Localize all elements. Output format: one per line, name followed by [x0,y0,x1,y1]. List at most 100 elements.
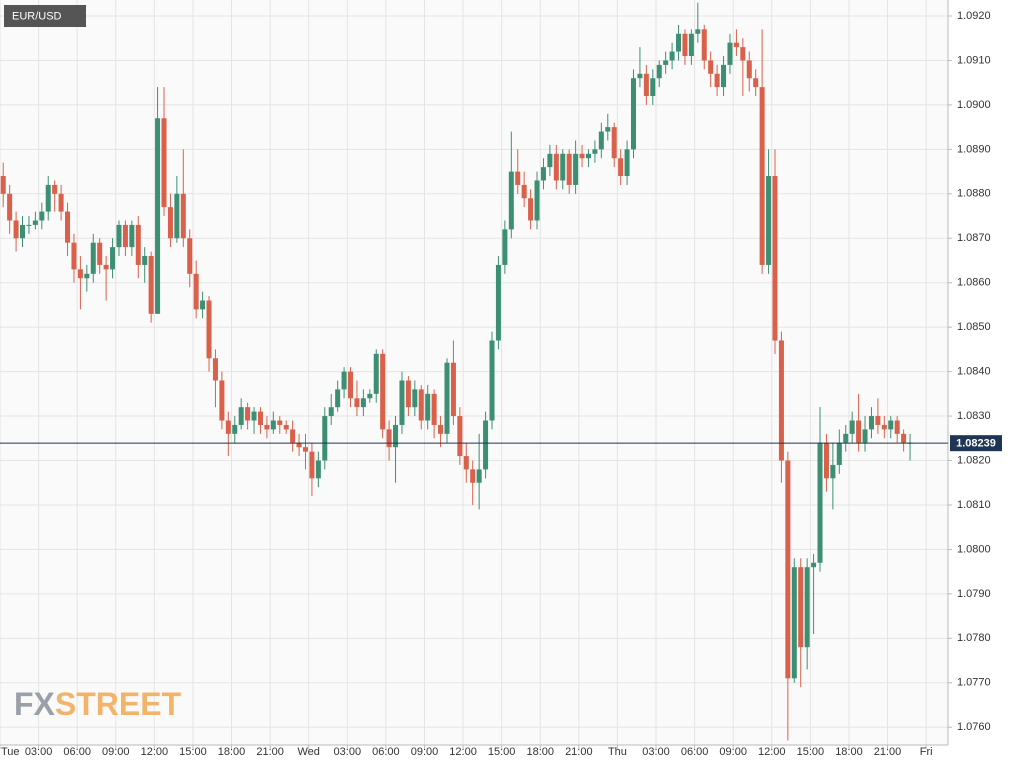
candle-body [868,416,874,430]
y-tick-label: 1.0760 [957,721,991,733]
candle-body [817,442,823,563]
x-tick-label: 09:00 [102,746,130,758]
candle-body [148,256,154,314]
candle-body [418,389,424,421]
y-tick-label: 1.0800 [957,543,991,555]
candle-body [283,424,289,430]
x-tick-label: 15:00 [488,746,516,758]
candle-body [444,362,450,434]
candle-body [26,224,32,226]
candle-body [483,420,489,470]
candle-body [463,456,469,470]
x-tick-label: 12:00 [449,746,477,758]
candle-body [380,353,386,430]
y-tick-label: 1.0860 [957,277,991,289]
x-tick-label: 18:00 [218,746,246,758]
y-tick-label: 1.0770 [957,677,991,689]
candle-body [643,73,649,97]
candle-body [13,220,19,239]
candle-body [354,398,360,408]
current-price-label: 1.08239 [956,438,996,450]
candle-body [52,184,58,194]
candle-body [515,171,521,185]
x-tick-label: 03:00 [25,746,53,758]
candle-body [894,420,900,434]
candle-body [630,78,637,150]
candle-body [438,424,444,434]
x-tick-label: Tue [1,746,20,758]
x-tick-label: 09:00 [411,746,439,758]
candle-body [277,420,283,425]
candle-body [778,340,784,461]
candle-body [676,33,682,52]
candle-body [45,184,51,212]
candle-body [328,407,334,417]
candle-body [193,273,199,310]
x-tick-label: 06:00 [63,746,91,758]
watermark-street: STREET [55,686,182,722]
x-tick-label: Thu [608,746,627,758]
y-tick-label: 1.0780 [957,632,991,644]
candle-body [225,420,231,434]
candle-body [122,224,128,248]
candle-body [650,78,656,97]
x-tick-label: 15:00 [179,746,207,758]
x-tick-label: 12:00 [758,746,786,758]
candle-body [688,33,694,57]
candle-body [862,429,868,443]
candle-body [399,380,405,425]
y-tick-label: 1.0910 [957,54,991,66]
candle-body [766,176,772,265]
candle-body [71,242,77,270]
candle-body [470,469,476,483]
candle-body [637,73,643,79]
candle-body [335,389,341,408]
candle-body [476,469,482,483]
y-tick-label: 1.0840 [957,366,991,378]
candle-body [251,411,257,421]
candle-body [457,416,463,457]
candle-body [733,42,739,48]
x-tick-label: 03:00 [642,746,670,758]
candle-body [740,47,746,61]
candle-body [129,224,135,248]
candle-body [598,131,604,150]
x-tick-label: 09:00 [719,746,747,758]
candle-body [167,207,173,239]
candle-body [579,153,585,159]
y-tick-label: 1.0830 [957,410,991,422]
candle-body [553,153,559,181]
candle-body [245,407,251,421]
candle-body [521,184,527,199]
candle-body [727,42,733,65]
candle-body [901,433,907,443]
candle-body [206,300,212,359]
candle-body [624,149,630,177]
candle-body [264,424,270,430]
y-tick-label: 1.0890 [957,143,991,155]
candle-body [84,273,90,279]
candle-body [823,442,829,479]
candle-body [257,411,263,425]
candle-body [508,171,514,230]
x-tick-label: 21:00 [256,746,284,758]
candle-body [669,51,675,61]
y-tick-label: 1.0820 [957,454,991,466]
x-tick-label: 21:00 [874,746,902,758]
y-tick-label: 1.0790 [957,588,991,600]
candle-body [309,451,315,479]
x-tick-label: Fri [920,746,933,758]
candle-body [174,193,180,239]
y-tick-label: 1.0870 [957,232,991,244]
candle-body [772,176,778,341]
candle-body [155,118,161,314]
candle-body [405,380,411,408]
candle-body [238,407,244,425]
candle-body [804,567,810,648]
candle-body [142,256,148,265]
y-tick-label: 1.0850 [957,321,991,333]
candle-body [341,371,347,390]
axes: 1.0760 1.0770 1.0780 1.0790 1.0800 1.0810 1.08… [0,10,1002,758]
candle-body [701,29,707,61]
grid [0,0,948,745]
